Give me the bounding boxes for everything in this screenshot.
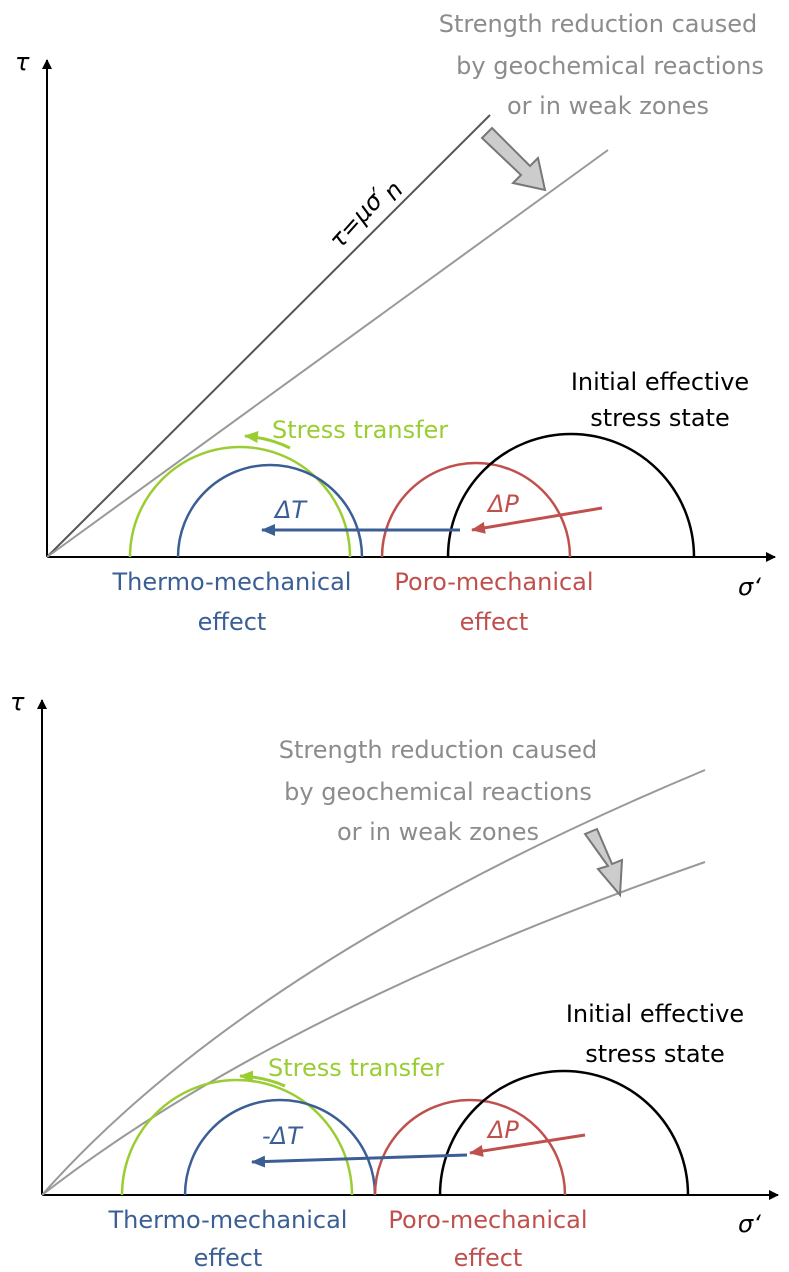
initial-label: Initial effective — [571, 368, 749, 396]
reduced-curve — [41, 861, 706, 1196]
strength-note: or in weak zones — [337, 818, 539, 846]
strength-note: Strength reduction caused — [279, 736, 597, 764]
thermo-label: Thermo-mechanical — [112, 568, 352, 596]
circle-green — [120, 1078, 354, 1196]
reduction-arrow — [480, 126, 547, 192]
circle-blue — [183, 1098, 377, 1196]
y-axis-label: τ — [10, 688, 25, 716]
initial-label: stress state — [590, 404, 729, 432]
thermo-label: Thermo-mechanical — [108, 1206, 348, 1234]
stress-transfer-label: Stress transfer — [268, 1054, 444, 1082]
reduced-line — [46, 149, 609, 558]
circle-blue — [176, 463, 364, 558]
delta-t-arrow — [251, 1153, 468, 1168]
stress-transfer-arrow — [244, 431, 291, 450]
thermo-label: effect — [198, 608, 267, 636]
poro-label: effect — [460, 608, 529, 636]
circle-black — [446, 432, 696, 558]
y-axis-label: τ — [15, 48, 30, 76]
strength-note: or in weak zones — [507, 92, 709, 120]
delta-p-label: ΔP — [486, 1116, 519, 1144]
stress-transfer-label: Stress transfer — [272, 416, 448, 444]
thermo-label: effect — [194, 1244, 263, 1272]
x-axis-label: σ‘ — [738, 573, 761, 601]
poro-label: Poro-mechanical — [388, 1206, 587, 1234]
initial-label: Initial effective — [566, 1000, 744, 1028]
strength-note: Strength reduction caused — [439, 10, 757, 38]
poro-label: effect — [454, 1244, 523, 1272]
stress-transfer-arrow — [239, 1070, 286, 1088]
delta-p-label: ΔP — [486, 490, 519, 518]
delta-t-label: ΔT — [273, 496, 308, 524]
poro-label: Poro-mechanical — [394, 568, 593, 596]
circle-black — [438, 1069, 690, 1196]
circle-red — [373, 1098, 567, 1196]
failure-label-text: τ=μσ′ — [324, 182, 392, 254]
panel-2: τ σ‘ Strength reduction caused by geoche… — [10, 688, 779, 1272]
reduction-arrow — [583, 827, 624, 898]
panel-1: τ σ‘ τ=μσ′ n Strength reduction caused b… — [15, 10, 776, 636]
initial-label: stress state — [585, 1040, 724, 1068]
delta-p-arrow — [469, 1133, 586, 1157]
delta-t-label: -ΔT — [262, 1122, 304, 1150]
strength-note: by geochemical reactions — [284, 778, 592, 806]
failure-label: τ=μσ′ n — [324, 176, 409, 254]
failure-line — [46, 114, 491, 558]
circle-green — [128, 445, 352, 558]
delta-p-arrow — [471, 506, 603, 534]
x-axis-label: σ‘ — [738, 1210, 761, 1238]
failure-curve — [41, 769, 706, 1196]
strength-note: by geochemical reactions — [456, 52, 764, 80]
